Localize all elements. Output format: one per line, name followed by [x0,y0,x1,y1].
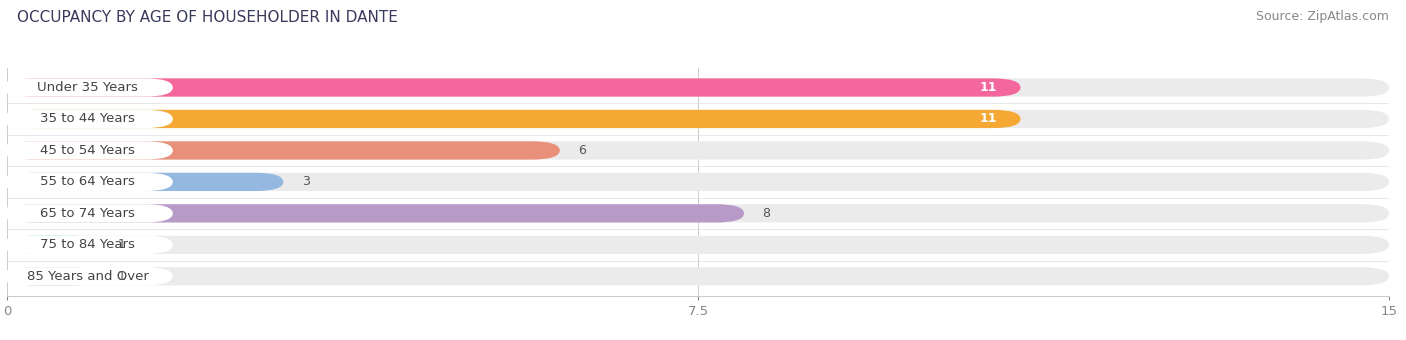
FancyBboxPatch shape [7,79,1021,97]
FancyBboxPatch shape [7,173,284,191]
FancyBboxPatch shape [3,141,173,159]
FancyBboxPatch shape [7,236,100,254]
Text: 11: 11 [980,81,997,94]
FancyBboxPatch shape [7,79,1389,97]
FancyBboxPatch shape [3,204,173,222]
FancyBboxPatch shape [7,236,1389,254]
FancyBboxPatch shape [3,236,173,254]
Text: 1: 1 [118,270,125,283]
FancyBboxPatch shape [3,173,173,191]
FancyBboxPatch shape [7,141,1389,159]
FancyBboxPatch shape [7,204,744,222]
Text: 35 to 44 Years: 35 to 44 Years [41,113,135,125]
FancyBboxPatch shape [7,110,1389,128]
Text: 11: 11 [980,113,997,125]
Text: 1: 1 [118,238,125,251]
Text: 8: 8 [762,207,770,220]
Text: 45 to 54 Years: 45 to 54 Years [41,144,135,157]
FancyBboxPatch shape [7,173,1389,191]
FancyBboxPatch shape [7,110,1021,128]
FancyBboxPatch shape [7,267,100,285]
Text: 6: 6 [578,144,586,157]
Text: 75 to 84 Years: 75 to 84 Years [41,238,135,251]
Text: 85 Years and Over: 85 Years and Over [27,270,149,283]
FancyBboxPatch shape [7,141,560,159]
FancyBboxPatch shape [3,267,173,285]
Text: OCCUPANCY BY AGE OF HOUSEHOLDER IN DANTE: OCCUPANCY BY AGE OF HOUSEHOLDER IN DANTE [17,10,398,25]
Text: 65 to 74 Years: 65 to 74 Years [41,207,135,220]
Text: Source: ZipAtlas.com: Source: ZipAtlas.com [1256,10,1389,23]
FancyBboxPatch shape [3,110,173,128]
FancyBboxPatch shape [3,79,173,97]
Text: 3: 3 [302,175,309,188]
FancyBboxPatch shape [7,267,1389,285]
Text: 55 to 64 Years: 55 to 64 Years [41,175,135,188]
FancyBboxPatch shape [7,204,1389,222]
Text: Under 35 Years: Under 35 Years [37,81,138,94]
